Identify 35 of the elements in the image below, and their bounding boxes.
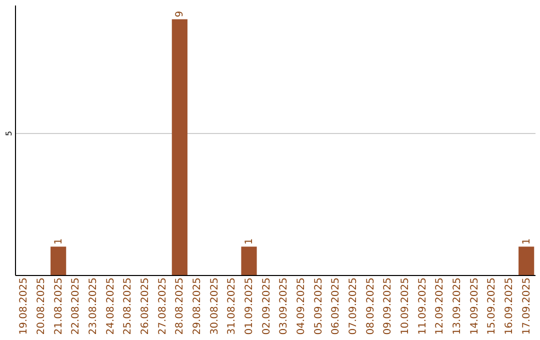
x-tick-label: 14.09.2025	[469, 278, 480, 335]
x-tick-label: 08.09.2025	[365, 278, 376, 335]
x-tick-label: 27.08.2025	[157, 278, 168, 335]
x-tick-label: 22.08.2025	[70, 278, 82, 335]
x-tick-label: 07.09.2025	[348, 278, 359, 335]
x-tick-label: 12.09.2025	[434, 278, 446, 335]
x-tick-label: 21.08.2025	[53, 278, 64, 335]
x-tick-label: 09.09.2025	[382, 278, 394, 335]
x-tick-label: 17.09.2025	[521, 278, 532, 335]
y-tick-label: 5	[4, 130, 14, 136]
data-label: 1	[521, 238, 532, 245]
x-tick-label: 10.09.2025	[400, 278, 411, 335]
x-tick-label: 15.09.2025	[486, 278, 498, 335]
data-label: 1	[244, 238, 255, 245]
x-tick-label: 05.09.2025	[313, 278, 324, 335]
x-tick-label: 16.09.2025	[504, 278, 515, 335]
x-tick-label: 06.09.2025	[330, 278, 342, 335]
x-tick-label: 24.08.2025	[105, 278, 116, 335]
x-tick-label: 28.08.2025	[174, 278, 186, 335]
x-tick-label: 26.08.2025	[140, 278, 151, 335]
x-tick-label: 02.09.2025	[261, 278, 272, 335]
x-tick-label: 04.09.2025	[296, 278, 307, 335]
x-tick-label: 30.08.2025	[209, 278, 220, 335]
x-tick-label: 20.08.2025	[36, 278, 47, 335]
x-tick-label: 19.08.2025	[18, 278, 30, 335]
x-tick-label: 29.08.2025	[192, 278, 203, 335]
data-label: 9	[174, 10, 186, 18]
x-tick-label: 11.09.2025	[417, 278, 428, 335]
x-tick-label: 25.08.2025	[122, 278, 134, 335]
data-label: 1	[53, 238, 64, 245]
x-tick-label: 31.08.2025	[226, 278, 238, 335]
x-tick-label: 23.08.2025	[88, 278, 99, 335]
x-tick-label: 13.09.2025	[452, 278, 463, 335]
x-tick-label: 03.09.2025	[278, 278, 290, 335]
x-tick-label: 01.09.2025	[244, 278, 255, 335]
